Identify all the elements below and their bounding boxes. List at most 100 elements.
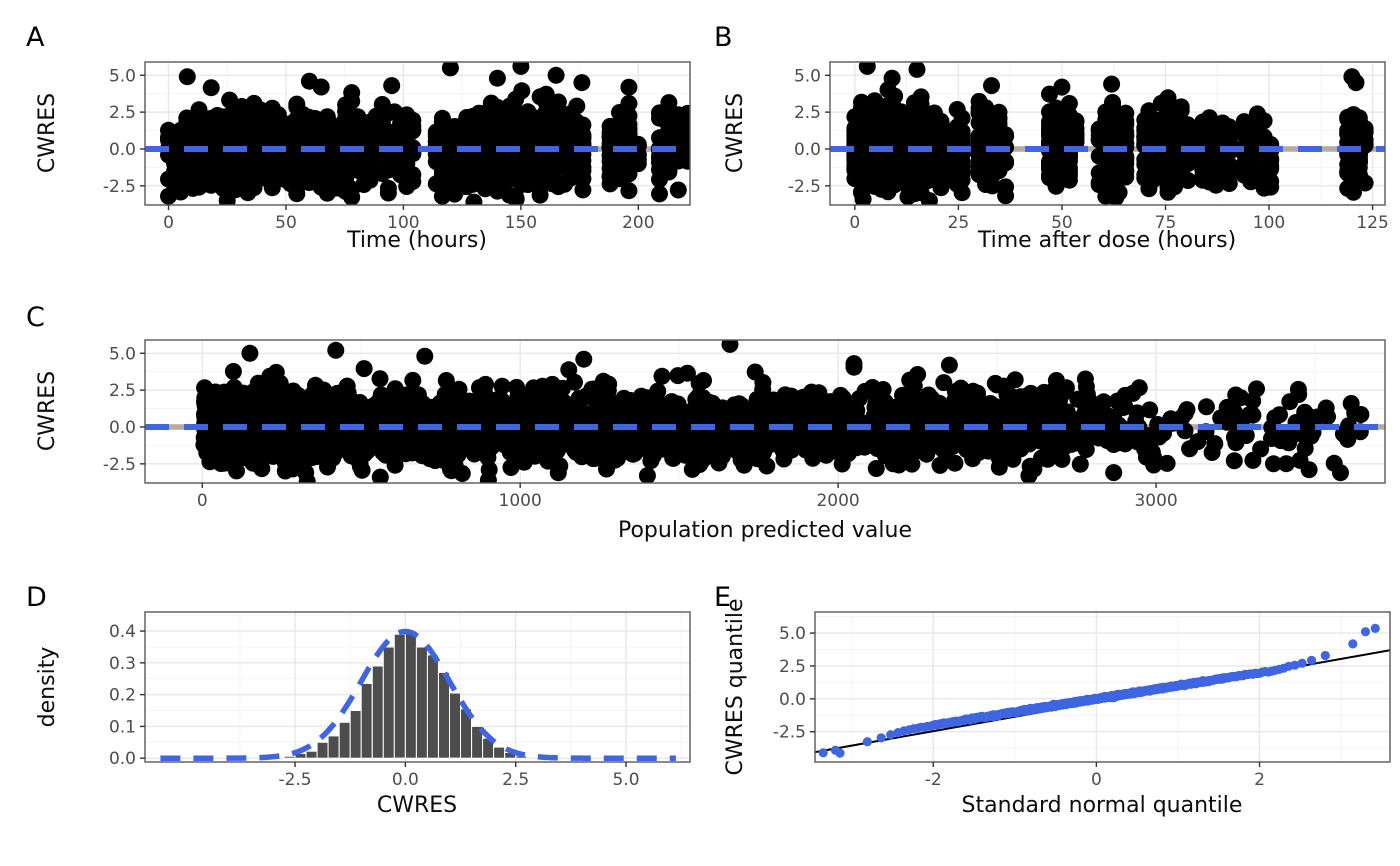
outlier-point xyxy=(488,69,506,87)
data-point xyxy=(172,161,190,179)
data-point xyxy=(1060,115,1078,133)
data-point xyxy=(446,123,464,141)
data-point xyxy=(853,161,870,179)
data-point xyxy=(660,94,678,112)
panel-border xyxy=(829,61,1386,206)
scatter-points xyxy=(846,62,1374,205)
data-point xyxy=(620,182,638,200)
outlier-point xyxy=(858,62,876,75)
data-point xyxy=(1159,151,1177,169)
data-point xyxy=(224,363,242,380)
y-axis-ticks: 5.02.50.0-2.5 xyxy=(103,66,145,197)
data-point xyxy=(274,443,292,461)
data-point xyxy=(872,99,890,117)
data-point xyxy=(599,443,617,461)
data-point xyxy=(1194,169,1212,187)
data-point xyxy=(298,410,315,428)
data-point xyxy=(649,382,667,400)
data-point xyxy=(859,132,877,150)
data-point xyxy=(549,156,567,174)
data-point xyxy=(669,107,687,125)
data-point xyxy=(227,154,245,172)
data-point xyxy=(245,94,263,112)
data-point xyxy=(269,130,287,148)
panel-A-x-axis-title: Time (hours) xyxy=(346,228,487,253)
data-point xyxy=(1242,154,1260,172)
data-point xyxy=(620,78,638,96)
data-point xyxy=(355,431,373,449)
panel-A-y-axis-title: CWRES xyxy=(35,93,60,173)
data-point xyxy=(598,460,615,478)
data-point xyxy=(560,361,578,379)
data-point xyxy=(289,442,307,460)
outlier-point xyxy=(1107,189,1125,205)
data-point xyxy=(983,124,1001,142)
data-point xyxy=(476,442,494,460)
data-point xyxy=(590,394,608,412)
data-point xyxy=(1110,167,1128,184)
data-point xyxy=(196,398,214,415)
scatter-points xyxy=(160,62,690,205)
data-point xyxy=(1047,115,1065,133)
data-point xyxy=(1262,172,1280,190)
data-point xyxy=(261,367,279,385)
outlier-point xyxy=(507,190,525,205)
outlier-point xyxy=(920,192,938,205)
data-point xyxy=(433,109,451,127)
data-point xyxy=(1220,175,1238,192)
panel-B-letter: B xyxy=(714,22,733,53)
data-point xyxy=(601,129,619,147)
data-point xyxy=(879,183,897,201)
x-axis-ticks: 0 50 100 150 200 xyxy=(163,205,655,233)
x-tick-label: 75 xyxy=(1155,213,1177,233)
y-tick-label: 5.0 xyxy=(794,66,821,86)
data-point xyxy=(892,120,910,138)
data-point xyxy=(601,159,619,177)
data-point xyxy=(288,98,306,116)
data-point xyxy=(190,104,208,122)
data-point xyxy=(567,443,585,461)
data-point xyxy=(629,155,647,173)
data-point xyxy=(886,151,904,169)
data-point xyxy=(919,120,937,138)
data-point xyxy=(221,91,239,109)
data-point xyxy=(932,179,950,197)
data-point xyxy=(1172,126,1190,144)
y-tick-label: 2.5 xyxy=(794,103,821,123)
data-point xyxy=(202,153,220,171)
data-point xyxy=(1159,174,1177,191)
data-point xyxy=(219,439,237,457)
data-point xyxy=(1117,104,1135,122)
data-point xyxy=(549,93,567,111)
data-point xyxy=(312,178,330,196)
data-point xyxy=(584,450,602,467)
data-point xyxy=(398,171,416,189)
data-point xyxy=(997,187,1015,205)
data-point xyxy=(1097,161,1115,179)
data-point xyxy=(294,127,312,145)
data-point xyxy=(517,428,535,446)
data-point xyxy=(379,131,397,149)
x-tick-label: 50 xyxy=(1051,213,1073,233)
panel-A-letter: A xyxy=(26,22,45,53)
data-point xyxy=(502,459,520,476)
data-point xyxy=(859,120,877,138)
data-point xyxy=(239,140,257,158)
data-point xyxy=(866,152,884,170)
outlier-point xyxy=(383,77,401,95)
data-point xyxy=(351,454,369,472)
data-point xyxy=(269,116,287,134)
y-tick-label: -2.5 xyxy=(788,177,821,197)
data-point xyxy=(257,445,275,463)
x-tick-label: 100 xyxy=(387,213,419,233)
data-point xyxy=(651,185,668,203)
outlier-point xyxy=(512,62,530,75)
y-tick-label: -2.5 xyxy=(103,177,136,197)
data-point xyxy=(953,109,971,127)
x-tick-label: 150 xyxy=(505,213,537,233)
data-point xyxy=(540,381,558,399)
data-point xyxy=(1041,85,1058,103)
